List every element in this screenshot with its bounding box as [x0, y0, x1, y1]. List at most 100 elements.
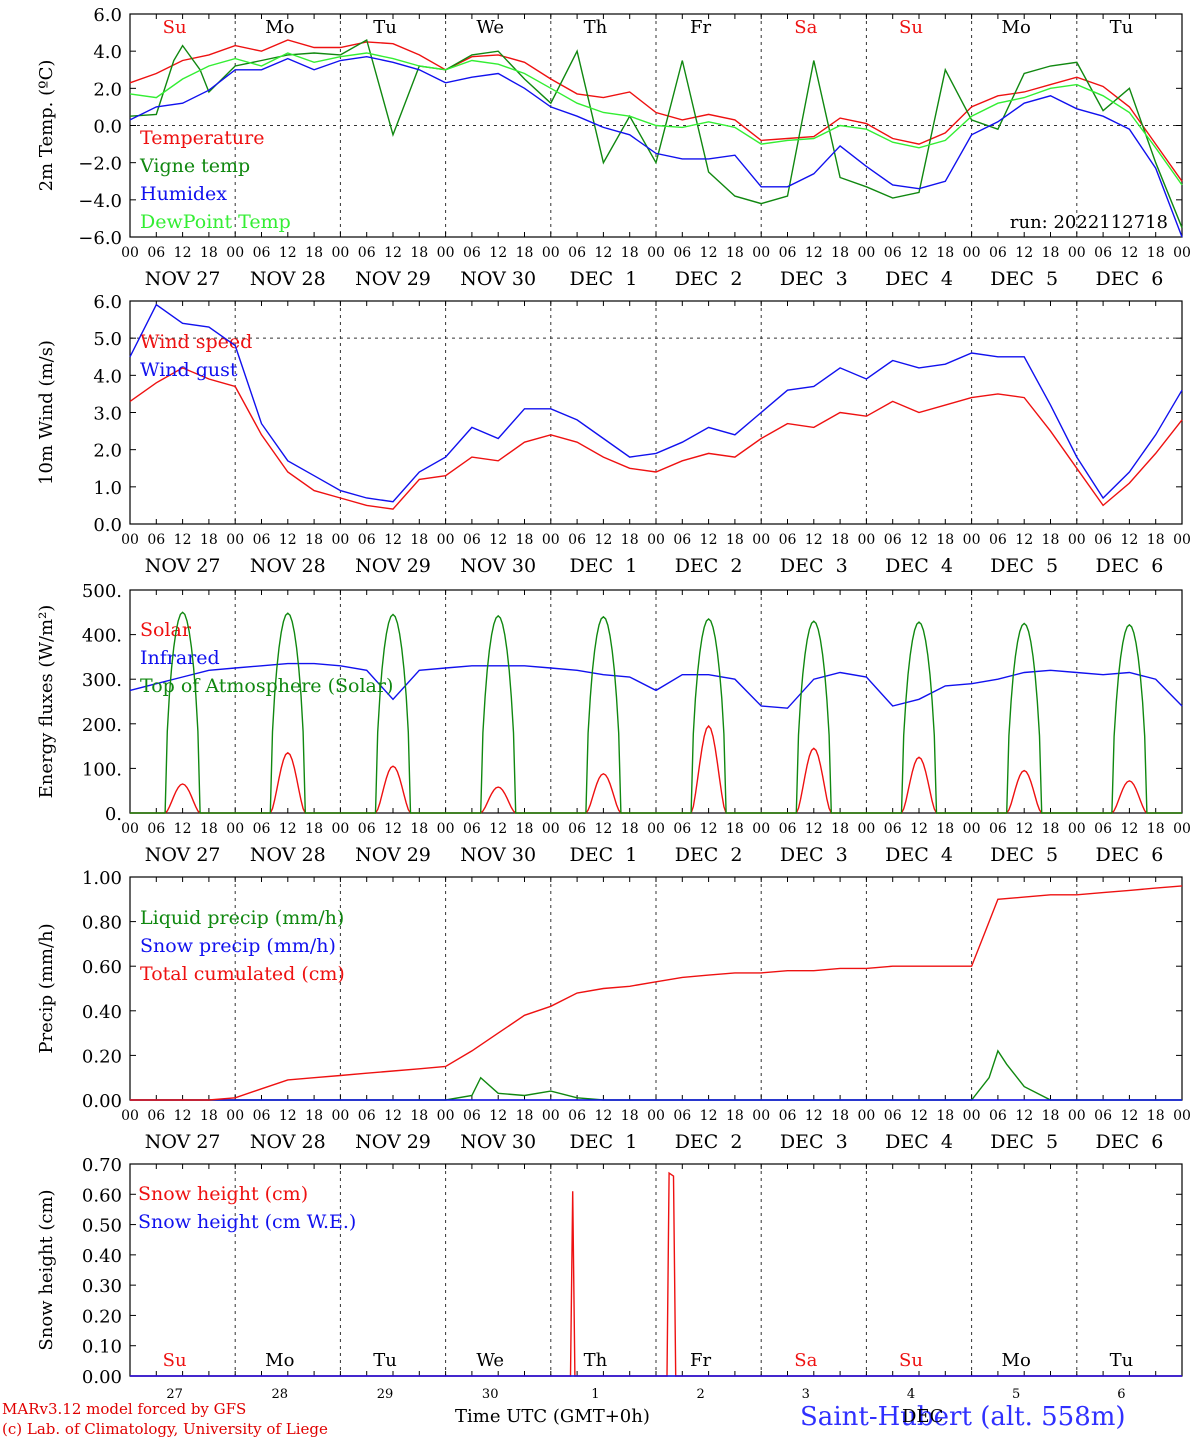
legend-entry: Wind speed [140, 331, 252, 353]
y-tick-label: −4.0 [78, 191, 122, 212]
date-label: NOV 28 [250, 555, 326, 577]
date-label: NOV 27 [145, 268, 221, 290]
legend-entry: Snow height (cm) [138, 1183, 308, 1205]
series-line-total-cumulated-cm- [130, 885, 1183, 1101]
hour-tick-label: 12 [384, 532, 402, 548]
date-label: DEC 3 [780, 268, 848, 290]
hour-tick-label: 18 [621, 245, 639, 261]
weekday-label: Mo [1002, 17, 1031, 38]
hour-tick-label: 06 [463, 1108, 481, 1124]
date-label: NOV 28 [250, 1131, 326, 1153]
hour-tick-label: 18 [726, 1108, 744, 1124]
hour-tick-label: 12 [910, 1108, 928, 1124]
legend-entry: Temperature [140, 127, 264, 149]
hour-tick-label: 18 [726, 245, 744, 261]
hour-tick-label: 06 [147, 245, 165, 261]
hour-tick-label: 18 [936, 245, 954, 261]
hour-tick-label: 12 [279, 1108, 297, 1124]
weekday-label: Su [899, 1350, 923, 1371]
date-label: DEC 4 [885, 1131, 953, 1153]
y-tick-label: 0.80 [82, 913, 122, 934]
date-label: NOV 27 [145, 555, 221, 577]
day-number-label: 1 [591, 1387, 599, 1402]
hour-tick-label: 12 [489, 245, 507, 261]
hour-tick-label: 12 [1120, 245, 1138, 261]
y-tick-label: 0.30 [82, 1276, 122, 1297]
y-axis-label: Precip (mm/h) [36, 923, 57, 1053]
y-tick-label: 3.0 [93, 404, 122, 425]
day-number-label: 5 [1012, 1387, 1020, 1402]
date-label: NOV 27 [145, 1131, 221, 1153]
hour-tick-label: 12 [594, 821, 612, 837]
hour-tick-label: 18 [305, 245, 323, 261]
date-label: DEC 1 [569, 1131, 637, 1153]
hour-tick-label: 18 [200, 821, 218, 837]
hour-tick-label: 18 [1042, 245, 1060, 261]
run-label: run: 2022112718 [1010, 212, 1168, 233]
weekday-label: Mo [1002, 1350, 1031, 1371]
hour-tick-label: 12 [1015, 245, 1033, 261]
hour-tick-label: 12 [700, 245, 718, 261]
hour-tick-label: 18 [516, 821, 534, 837]
date-label: DEC 3 [780, 555, 848, 577]
date-label: DEC 2 [675, 555, 743, 577]
hour-tick-label: 12 [805, 821, 823, 837]
y-axis-label: Snow height (cm) [36, 1189, 57, 1350]
hour-tick-label: 06 [358, 821, 376, 837]
hour-tick-label: 06 [884, 245, 902, 261]
y-tick-label: 200. [82, 715, 122, 736]
hour-tick-label: 06 [673, 245, 691, 261]
legend-entry: Top of Atmosphere (Solar) [140, 675, 393, 697]
weekday-label: Tu [1110, 17, 1134, 38]
hour-tick-label: 00 [121, 532, 139, 548]
hour-tick-label: 18 [1042, 532, 1060, 548]
hour-tick-label: 06 [1094, 532, 1112, 548]
hour-tick-label: 06 [358, 245, 376, 261]
hour-tick-label: 06 [358, 1108, 376, 1124]
hour-tick-label: 12 [700, 821, 718, 837]
y-tick-label: 0.50 [82, 1216, 122, 1237]
hour-tick-label: 06 [253, 821, 271, 837]
series-line-humidex [129, 55, 1183, 238]
y-tick-label: 4.0 [93, 366, 122, 387]
weekday-label: We [476, 1350, 504, 1371]
hour-tick-label: 12 [279, 821, 297, 837]
y-tick-label: 500. [82, 581, 122, 602]
hour-tick-label: 12 [910, 821, 928, 837]
hour-tick-label: 12 [489, 532, 507, 548]
hour-tick-label: 18 [726, 532, 744, 548]
y-tick-label: 6.0 [93, 292, 122, 313]
hour-tick-label: 00 [331, 821, 349, 837]
weekday-label: Mo [265, 17, 294, 38]
date-label: DEC 4 [885, 268, 953, 290]
legend-entry: Humidex [140, 183, 227, 205]
hour-tick-label: 18 [621, 821, 639, 837]
date-label: NOV 28 [250, 844, 326, 866]
day-number-label: 3 [802, 1387, 810, 1402]
hour-tick-label: 00 [121, 245, 139, 261]
hour-tick-label: 18 [410, 245, 428, 261]
hour-tick-label: 00 [1068, 1108, 1086, 1124]
hour-tick-label: 18 [1147, 821, 1165, 837]
hour-tick-label: 06 [147, 821, 165, 837]
hour-tick-label: 12 [384, 1108, 402, 1124]
hour-tick-label: 12 [805, 1108, 823, 1124]
hour-tick-label: 18 [831, 245, 849, 261]
y-tick-label: 0.60 [82, 1185, 122, 1206]
hour-tick-label: 06 [358, 532, 376, 548]
hour-tick-label: 12 [700, 532, 718, 548]
hour-tick-label: 00 [1173, 821, 1191, 837]
hour-tick-label: 00 [437, 532, 455, 548]
hour-tick-label: 00 [752, 1108, 770, 1124]
hour-tick-label: 18 [305, 821, 323, 837]
hour-tick-label: 12 [594, 245, 612, 261]
legend-entry: Wind gust [140, 359, 238, 381]
hour-tick-label: 00 [963, 1108, 981, 1124]
hour-tick-label: 12 [489, 1108, 507, 1124]
hour-tick-label: 00 [437, 821, 455, 837]
series-line-wind-gust [129, 303, 1183, 503]
hour-tick-label: 18 [831, 1108, 849, 1124]
hour-tick-label: 06 [568, 245, 586, 261]
date-label: DEC 2 [675, 1131, 743, 1153]
date-label: DEC 4 [885, 555, 953, 577]
